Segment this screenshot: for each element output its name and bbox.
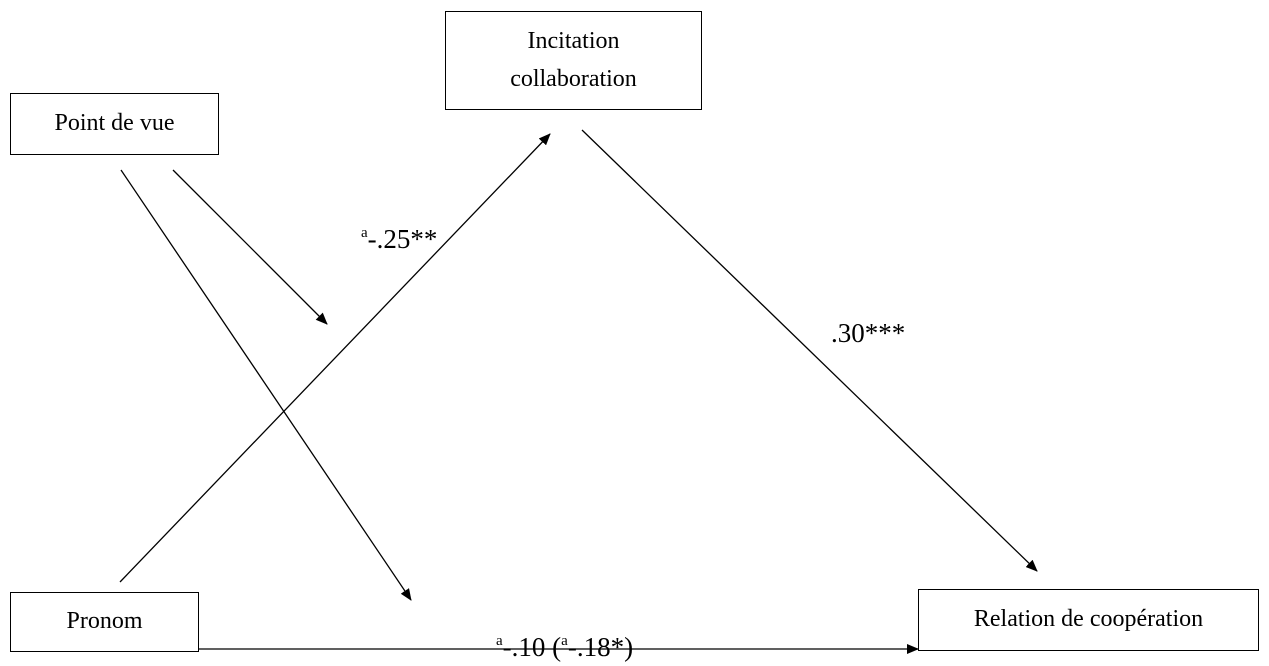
- node-incitation-collaboration: Incitation collaboration: [445, 11, 702, 110]
- node-point-de-vue: Point de vue: [10, 93, 219, 155]
- node-incitation-label-line2: collaboration: [510, 65, 637, 92]
- path-b-coefficient: .30***: [831, 318, 905, 349]
- path-b-value: .30***: [831, 318, 906, 348]
- arrow-incitation-to-relation: [581, 129, 1038, 572]
- path-c-prime-value: -.18*): [567, 632, 634, 662]
- path-c-coefficient: a-.10 (a-.18*): [496, 632, 633, 663]
- path-a-superscript: a: [361, 225, 368, 241]
- path-c-superscript: a: [496, 633, 503, 649]
- node-incitation-label-line1: Incitation: [527, 28, 620, 55]
- arrow-pointdevue-moderation-a: [172, 169, 328, 325]
- path-c-prime-superscript: a: [561, 633, 568, 649]
- path-a-value: -.25**: [367, 224, 438, 254]
- arrow-pronom-to-incitation: [119, 133, 551, 583]
- path-a-coefficient: a-.25**: [361, 224, 437, 255]
- node-relation-label: Relation de coopération: [973, 606, 1204, 633]
- node-pronom-label: Pronom: [66, 608, 143, 635]
- node-pronom: Pronom: [10, 592, 199, 652]
- path-c-value: -.10 (: [502, 632, 562, 662]
- node-point-de-vue-label: Point de vue: [54, 110, 175, 137]
- arrow-pointdevue-moderation-c: [120, 169, 412, 601]
- node-relation-cooperation: Relation de coopération: [918, 589, 1259, 651]
